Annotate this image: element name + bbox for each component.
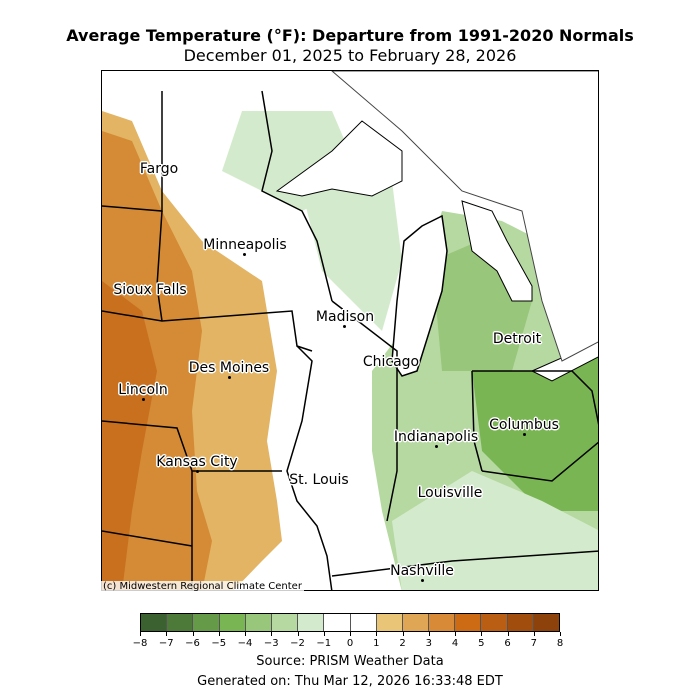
city-label-lincoln: Lincoln: [118, 382, 168, 398]
colorbar-bin: [376, 614, 403, 631]
colorbar-tick-label: 3: [425, 638, 432, 649]
colorbar-tick-label: 2: [399, 638, 406, 649]
strong-cool-ohio: [472, 352, 598, 511]
colorbar-tick-label: 5: [478, 638, 485, 649]
canada-region: [331, 71, 598, 362]
map-subtitle: December 01, 2025 to February 28, 2026: [183, 46, 517, 65]
colorbar-bin: [481, 614, 508, 631]
lake-superior: [275, 120, 403, 197]
city-label-indianapolis: Indianapolis: [393, 429, 479, 445]
colorbar-tick-label: −1: [316, 638, 332, 649]
colorbar-tick-label: 0: [346, 638, 354, 649]
map-canvas: [102, 71, 598, 590]
colorbar-tick: [376, 632, 378, 636]
colorbar-bin: [455, 614, 482, 631]
temperature-departure-map: Fargo Minneapolis Sioux Falls Madison De…: [101, 70, 599, 591]
colorbar-tick: [533, 632, 535, 636]
city-label-nashville: Nashville: [390, 563, 454, 579]
city-label-kansas-city: Kansas City: [156, 454, 238, 470]
colorbar-tick-label: −2: [290, 638, 305, 649]
colorbar-bin: [324, 614, 351, 631]
generated-timestamp: Generated on: Thu Mar 12, 2026 16:33:48 …: [197, 674, 503, 689]
colorbar-tick: [507, 632, 509, 636]
colorbar: [140, 613, 560, 632]
city-label-chicago: Chicago: [362, 354, 420, 370]
city-label-columbus: Columbus: [489, 417, 559, 433]
colorbar-tick-label: −3: [263, 638, 279, 649]
colorbar-tick: [245, 632, 246, 636]
colorbar-tick-label: 4: [451, 638, 459, 649]
city-label-detroit: Detroit: [492, 331, 542, 347]
colorbar-tick: [323, 632, 325, 636]
colorbar-bin: [219, 614, 246, 631]
colorbar-tick: [350, 632, 351, 636]
colorbar-tick: [455, 632, 456, 636]
city-marker-indianapolis: [435, 445, 438, 448]
colorbar-tick-label: −7: [158, 638, 174, 649]
credit-text: (c) Midwestern Regional Climate Center: [101, 581, 304, 592]
source-text: Source: PRISM Weather Data: [256, 654, 444, 669]
colorbar-tick-label: −8: [132, 638, 148, 649]
colorbar-ticks: −8 −7 −6 −5 −4 −3 −2 −1 0 1 2 3 4 5 6 7 8: [133, 632, 564, 652]
colorbar-bin: [271, 614, 299, 631]
colorbar-tick: [428, 632, 430, 636]
colorbar-tick-label: −4: [237, 638, 253, 649]
city-label-louisville: Louisville: [417, 485, 483, 501]
lake-huron: [461, 200, 533, 302]
map-title: Average Temperature (°F): Departure from…: [66, 26, 634, 45]
colorbar-bin: [350, 614, 377, 631]
colorbar-bin: [193, 614, 220, 631]
colorbar-bin: [507, 614, 534, 631]
city-label-minneapolis: Minneapolis: [203, 237, 287, 253]
cool-anomaly-wisconsin: [302, 181, 402, 331]
cool-anomaly-south: [392, 471, 598, 590]
city-marker-kansas-city: [196, 470, 199, 473]
colorbar-tick: [140, 632, 141, 636]
colorbar-tick: [481, 632, 483, 636]
city-marker-columbus: [523, 433, 526, 436]
city-marker-nashville: [421, 579, 424, 582]
colorbar-bin: [245, 614, 272, 631]
colorbar-bin: [533, 614, 559, 631]
colorbar-bin: [429, 614, 456, 631]
city-marker-des-moines: [228, 376, 231, 379]
state-borders: [102, 90, 598, 590]
city-label-fargo: Fargo: [139, 161, 179, 177]
very-warm-anomaly-region: [102, 281, 157, 590]
colorbar-tick-label: 6: [504, 638, 511, 649]
city-label-st-louis: St. Louis: [289, 472, 349, 488]
colorbar-bin: [167, 614, 194, 631]
colorbar-bin: [141, 614, 168, 631]
colorbar-bin: [298, 614, 325, 631]
city-marker-lincoln: [142, 398, 145, 401]
colorbar-tick: [560, 632, 561, 636]
city-label-madison: Madison: [315, 309, 375, 325]
city-marker-madison: [343, 325, 346, 328]
colorbar-tick: [192, 632, 194, 636]
colorbar-tick: [297, 632, 299, 636]
colorbar-tick-label: 1: [373, 638, 380, 649]
colorbar-tick: [218, 632, 220, 636]
colorbar-tick-label: 7: [530, 638, 537, 649]
colorbar-tick-label: 8: [556, 638, 564, 649]
city-label-des-moines: Des Moines: [188, 360, 270, 376]
city-marker-minneapolis: [243, 253, 246, 256]
colorbar-tick: [402, 632, 404, 636]
colorbar-tick-label: −6: [185, 638, 200, 649]
colorbar-tick: [166, 632, 168, 636]
city-label-sioux-falls: Sioux Falls: [113, 282, 187, 298]
colorbar-tick-label: −5: [211, 638, 227, 649]
lake-michigan: [391, 214, 448, 377]
colorbar-tick: [271, 632, 273, 636]
colorbar-bin: [402, 614, 430, 631]
